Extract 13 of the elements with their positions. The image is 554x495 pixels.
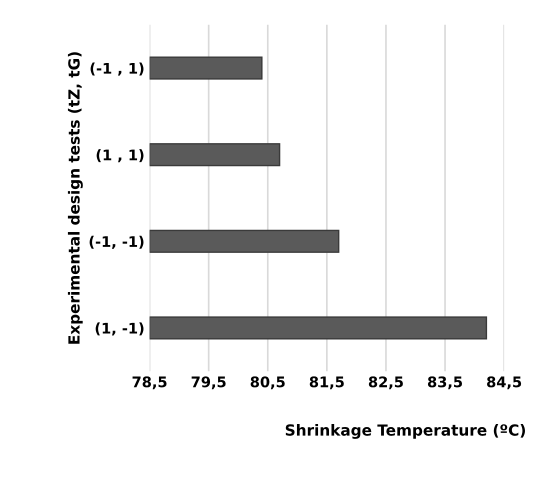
x-tick-label: 84,5 [487, 376, 522, 390]
y-axis-title: Experimental design tests (tZ, tG) [68, 52, 83, 344]
x-tick-label: 79,5 [192, 376, 226, 390]
x-tick-label: 82,5 [368, 376, 403, 390]
y-tick-label: (-1, -1) [90, 236, 144, 249]
y-tick-label: (1, -1) [96, 322, 144, 336]
x-axis-title: Shrinkage Temperature (ºC) [286, 424, 525, 439]
y-tick-label: (-1 , 1) [90, 62, 144, 76]
y-tick-label: (1 , 1) [96, 149, 144, 162]
x-tick-label: 83,5 [428, 376, 462, 390]
x-tick-label: 80,5 [250, 376, 285, 390]
x-tick-label: 81,5 [310, 376, 344, 390]
x-tick-label: 78,5 [132, 376, 167, 390]
